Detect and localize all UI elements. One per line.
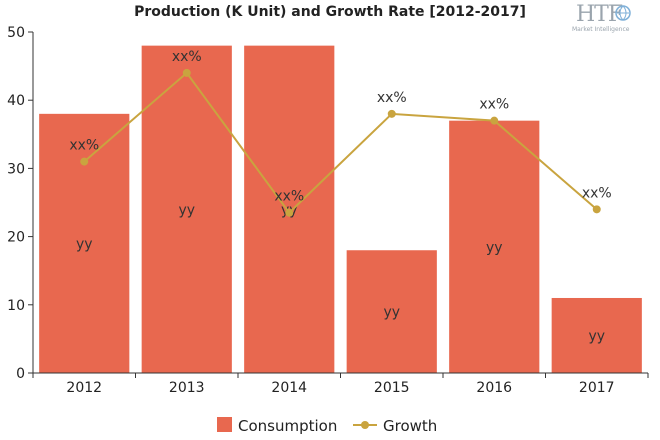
x-tick-label: 2014 <box>271 380 307 396</box>
legend: Consumption Growth <box>217 417 437 435</box>
growth-point-label: xx% <box>377 90 407 106</box>
consumption-bar-label: yy <box>178 202 195 218</box>
logo-subtext: Market Intelligence <box>572 26 630 33</box>
consumption-bar-label: yy <box>76 236 93 252</box>
growth-point <box>387 109 396 118</box>
y-tick-label: 10 <box>7 298 25 314</box>
logo-text: HTF <box>576 2 623 27</box>
consumption-bar <box>346 250 437 373</box>
consumption-bar <box>449 120 540 373</box>
htf-logo: HTF Market Intelligence <box>572 2 642 38</box>
x-axis: 2012 2013 2014 2015 2016 2017 <box>32 372 649 396</box>
y-tick-label: 0 <box>16 366 25 382</box>
growth-point-label: xx% <box>479 97 509 113</box>
chart-title: Production (K Unit) and Growth Rate [201… <box>134 4 526 20</box>
growth-point <box>80 157 89 166</box>
growth-point <box>490 116 499 125</box>
x-tick-label: 2015 <box>374 380 410 396</box>
growth-point-label: xx% <box>582 185 612 201</box>
y-tick-label: 30 <box>7 161 25 177</box>
x-tick-label: 2013 <box>169 380 205 396</box>
growth-line: xx% xx% xx% xx% xx% xx% <box>69 49 612 217</box>
x-tick-label: 2012 <box>66 380 102 396</box>
legend-consumption-label: Consumption <box>238 417 337 435</box>
consumption-bar-label: yy <box>383 305 400 321</box>
growth-point-label: xx% <box>274 189 304 205</box>
consumption-bar <box>551 297 642 373</box>
globe-icon <box>615 5 631 21</box>
growth-line-path <box>83 71 598 215</box>
consumption-bar-label: yy <box>588 328 605 344</box>
x-tick-label: 2017 <box>579 380 615 396</box>
y-tick-label: 40 <box>7 93 25 109</box>
legend-consumption-swatch <box>217 417 232 432</box>
legend-growth-label: Growth <box>383 417 437 435</box>
y-axis: 0 10 20 30 40 50 <box>7 25 34 382</box>
growth-point-label: xx% <box>172 49 202 65</box>
legend-growth-marker <box>361 421 369 429</box>
x-tick-label: 2016 <box>476 380 512 396</box>
growth-point <box>182 68 191 77</box>
growth-point-label: xx% <box>69 138 99 154</box>
y-tick-label: 20 <box>7 230 25 246</box>
growth-point <box>285 208 294 217</box>
consumption-bar-label: yy <box>486 240 503 256</box>
growth-point <box>592 205 601 214</box>
consumption-bar <box>39 113 130 373</box>
y-tick-label: 50 <box>7 25 25 41</box>
consumption-bars <box>39 45 642 373</box>
